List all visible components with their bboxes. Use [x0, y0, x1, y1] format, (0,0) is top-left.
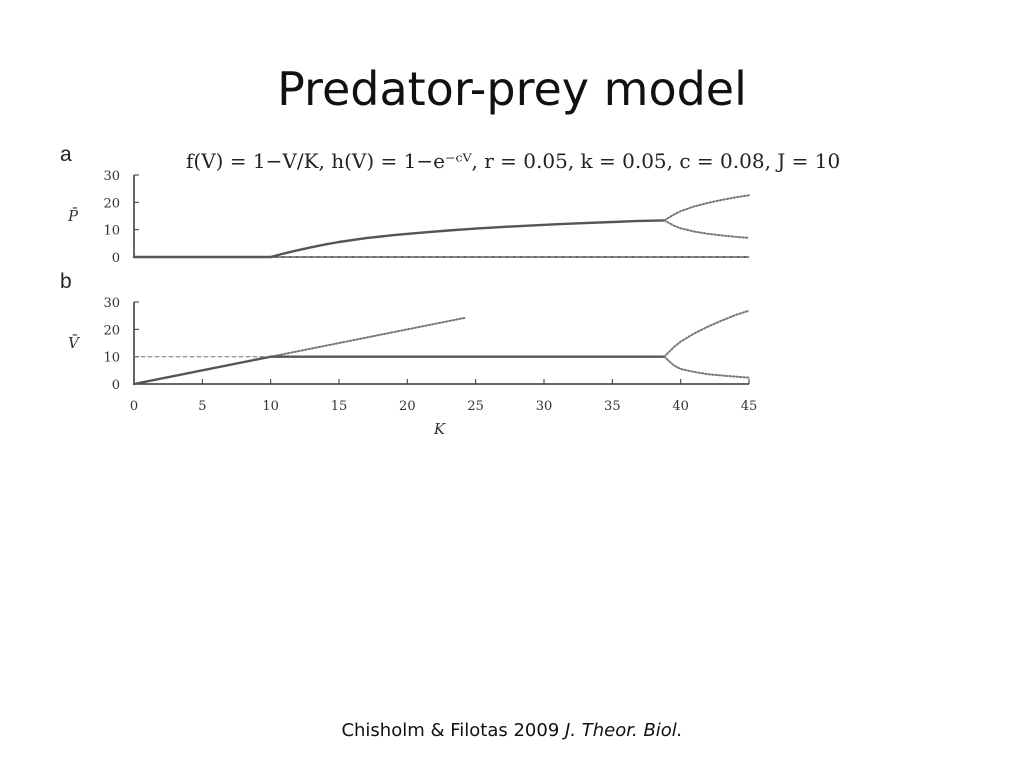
y-tick-label-a: 0 [112, 251, 120, 266]
y-axis-label-b: V̄ [68, 334, 81, 352]
y-tick-label-b: 30 [103, 296, 120, 311]
y-axis-label-a: P̄ [67, 207, 79, 225]
panel-a-label: a [60, 143, 72, 166]
y-tick-label-b: 20 [103, 323, 120, 338]
series-line-b-5 [663, 355, 750, 379]
citation-journal: J. Theor. Biol. [565, 720, 683, 741]
series-line-a-3 [663, 194, 750, 222]
x-tick-label-b: 40 [672, 399, 689, 414]
y-tick-label-a: 30 [103, 169, 120, 184]
y-tick-label-a: 20 [103, 196, 120, 211]
x-tick-label-b: 35 [604, 399, 621, 414]
x-tick-label-b: 45 [741, 399, 758, 414]
x-tick-label-b: 5 [198, 399, 206, 414]
y-tick-label-b: 10 [103, 351, 120, 366]
slide-title: Predator-prey model [277, 62, 747, 116]
x-tick-label-b: 30 [536, 399, 553, 414]
series-line-a-4 [663, 219, 750, 239]
series-line-b-0 [132, 355, 272, 386]
x-tick-label-b: 0 [130, 399, 138, 414]
x-tick-label-b: 25 [467, 399, 484, 414]
x-tick-label-b: 10 [262, 399, 279, 414]
x-tick-label-b: 15 [331, 399, 348, 414]
y-tick-label-a: 10 [103, 224, 120, 239]
series-line-b-2 [269, 316, 468, 358]
panel-b-label: b [60, 270, 72, 293]
y-tick-label-b: 0 [112, 378, 120, 393]
panel-b-chart: 0 10 20 30 0 5 10 15 20 25 30 35 40 45 V̄ K [68, 296, 757, 438]
series-line-b-4 [663, 309, 750, 358]
panel-a-chart: 0 10 20 30 P̄ [67, 169, 750, 266]
equation: f(V) = 1−V/K, h(V) = 1−e⁻ᶜⱽ, r = 0.05, k… [186, 149, 840, 173]
x-tick-label-b: 20 [399, 399, 416, 414]
x-axis-label-b: K [433, 420, 446, 438]
series-line-a-2 [269, 219, 666, 259]
citation: Chisholm & Filotas 2009 J. Theor. Biol. [0, 720, 1024, 741]
citation-authors: Chisholm & Filotas 2009 [341, 720, 566, 741]
